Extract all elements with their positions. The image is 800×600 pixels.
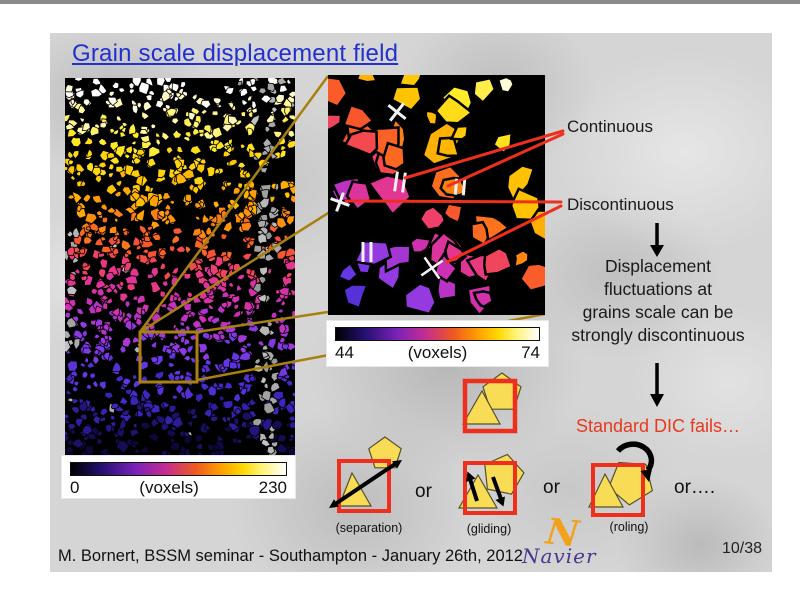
colorbar-gradient [335, 327, 540, 341]
separation-label: (separation) [335, 521, 403, 535]
continuous-label: Continuous [567, 117, 654, 136]
triangle-grain-shape [461, 389, 502, 425]
conclusion-line: strongly discontinuous [571, 325, 745, 346]
rotation-arrow-icon [615, 441, 655, 482]
roling-diagram [588, 441, 655, 517]
colorbar-unit-label: (voxels) [139, 478, 199, 497]
or-text: or [543, 477, 560, 498]
conclusion-line: Displacement [604, 256, 712, 276]
separation-arrow-icon [329, 460, 402, 508]
triangle-grain-shape [457, 473, 499, 509]
or-etc-text: or…. [674, 477, 716, 498]
colorbar-max-label: 230 [258, 478, 287, 497]
correlation-window-outline [463, 461, 517, 515]
colorbar-zoom-image: 44 (voxels) 74 [327, 321, 548, 366]
colorbar-min-label: 44 [335, 343, 354, 362]
colorbar-unit-label: (voxels) [407, 343, 468, 362]
roling-label: (roling) [609, 520, 649, 534]
dic-fails-text: Standard DIC fails… [575, 416, 741, 436]
gliding-label: (gliding) [466, 522, 512, 536]
cross-marker-icon [330, 192, 350, 212]
conclusion-line: fluctuations at [604, 279, 712, 300]
discontinuous-label: Discontinuous [567, 195, 674, 214]
triangle-grain-shape [588, 472, 625, 508]
down-arrow-icon [650, 223, 664, 257]
separation-diagram [329, 436, 402, 513]
colorbar-gradient [70, 462, 287, 476]
navier-logo-text: Navier [522, 544, 597, 568]
conclusion-text: Displacement fluctuations at grains scal… [552, 255, 764, 347]
gliding-diagram [457, 453, 525, 515]
correlation-window-outline [337, 459, 391, 513]
colorbar-min-label: 0 [70, 478, 80, 497]
correlation-window-outline [462, 378, 518, 434]
colorbar-max-label: 74 [521, 343, 540, 362]
or-text: or [415, 481, 432, 502]
pentagon-grain-shape [484, 453, 525, 495]
cross-marker-icon [420, 256, 444, 280]
parallel-marker-icon [361, 242, 373, 262]
colorbar-full-image: 0 (voxels) 230 [62, 456, 295, 498]
conclusion-line: grains scale can be [582, 302, 734, 323]
initial-contact-diagram [461, 372, 522, 434]
page-title: Grain scale displacement field [72, 40, 399, 67]
page-number: 10/38 [721, 540, 762, 557]
zoom-inset-image [328, 75, 545, 315]
window-top-bar [0, 0, 800, 4]
cross-marker-icon [387, 102, 407, 122]
navier-logo: N Navier [522, 510, 612, 572]
correlation-window-outline [591, 463, 645, 517]
footer-credit: M. Bornert, BSSM seminar - Southampton -… [58, 547, 523, 565]
down-arrow-icon [650, 363, 664, 407]
displacement-field-image [65, 78, 295, 455]
gliding-arrows-icon [466, 471, 505, 507]
